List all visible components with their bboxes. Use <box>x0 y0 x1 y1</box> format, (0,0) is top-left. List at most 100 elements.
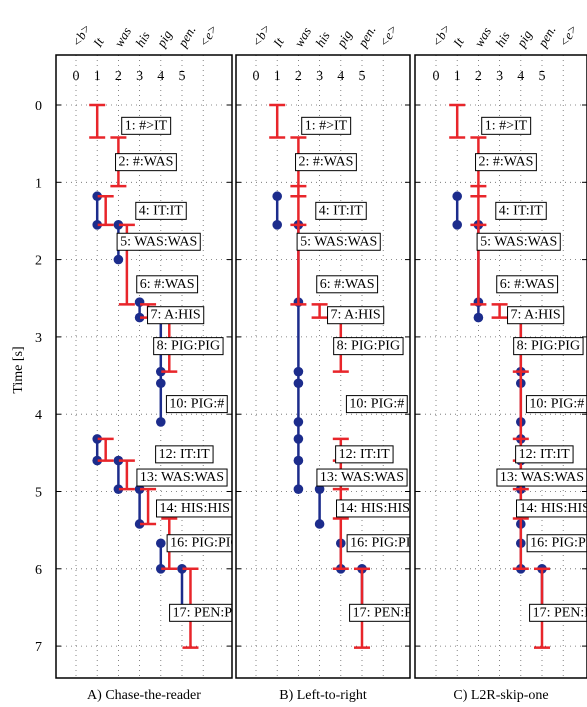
token-label: pen. <box>354 23 379 50</box>
event-label-box <box>529 603 587 622</box>
event-label-box <box>155 445 214 464</box>
event-label-box <box>316 468 408 487</box>
event-label-box <box>136 468 228 487</box>
token-label: It <box>269 35 287 51</box>
event-label-box <box>495 201 547 220</box>
panel-2: 1: #>IT 2: #:WAS 4: IT:IT 5: WAS:WAS 6: #:WA… <box>235 21 411 703</box>
event-label: 12: IT:IT <box>159 447 210 462</box>
token-label: It <box>89 35 107 51</box>
event-label: 5: WAS:WAS <box>480 234 557 249</box>
event-label-box <box>165 395 228 414</box>
panel-title: B) Left-to-right <box>279 688 367 703</box>
y-axis-label: Time [s] <box>11 346 26 393</box>
event-label: 14: HIS:HIS <box>340 501 410 516</box>
event-label: 7: A:HIS <box>151 308 201 323</box>
event-label: 6: #:WAS <box>500 277 555 292</box>
event-label-box <box>336 499 410 518</box>
token-label: pen. <box>534 23 559 50</box>
x-tick-label: 5 <box>539 69 546 84</box>
reader-point <box>92 191 102 202</box>
event-label-box <box>115 153 177 172</box>
event-label-box <box>507 306 565 325</box>
event-label-box <box>346 534 410 553</box>
y-tick-label: 3 <box>35 331 42 346</box>
x-tick-label: 0 <box>253 69 260 84</box>
token-label: his <box>132 29 153 50</box>
panel-frame <box>414 54 587 679</box>
x-tick-label: 2 <box>295 69 302 84</box>
event-label: 10: PIG:# <box>169 397 224 412</box>
token-label: was <box>111 24 134 49</box>
reader-point <box>272 220 283 230</box>
event-label-box <box>513 337 584 356</box>
event-label-box <box>121 116 172 135</box>
event-label-box <box>515 445 574 464</box>
panel-frame <box>235 54 411 679</box>
event-label: 1: #>IT <box>305 118 348 133</box>
token-label: pig <box>153 27 175 50</box>
event-label-box <box>333 337 404 356</box>
reader-point <box>473 312 484 323</box>
x-tick-label: 3 <box>136 69 143 84</box>
reader-point <box>156 417 166 427</box>
token-label: <b> <box>69 21 94 49</box>
panel-1: 1: #>IT 2: #:WAS 4: IT:IT 5: WAS:WAS 6: #:WA… <box>55 21 233 703</box>
x-tick-label: 4 <box>157 69 164 84</box>
x-tick-label: 2 <box>475 69 482 84</box>
reader-point <box>314 484 325 494</box>
x-tick-label: 1 <box>454 69 461 84</box>
event-label: 2: #:WAS <box>119 155 174 170</box>
token-label: his <box>312 29 333 50</box>
event-label-box <box>335 445 394 464</box>
event-label: 1: #>IT <box>125 118 168 133</box>
event-label: 4: IT:IT <box>499 203 543 218</box>
panel-title: A) Chase-the-reader <box>87 688 201 703</box>
event-label-box <box>475 153 537 172</box>
reader-point <box>156 538 166 549</box>
event-label: 16: PIG:PIG <box>530 536 587 551</box>
x-tick-label: 1 <box>94 69 101 84</box>
event-label: 13: WAS:WAS <box>140 470 224 485</box>
y-tick-label: 0 <box>35 99 42 114</box>
event-label: 5: WAS:WAS <box>300 234 377 249</box>
y-axis-label-layer: Time [s] 0 1 2 3 4 5 6 7 <box>11 99 42 655</box>
event-label-box <box>496 468 587 487</box>
reader-point <box>452 220 463 230</box>
reader-point <box>272 191 283 202</box>
reader-point <box>113 254 124 265</box>
y-tick-label: 2 <box>35 254 42 269</box>
reader-point <box>293 378 304 389</box>
panel-content: 1: #>IT 2: #:WAS 4: IT:IT 5: WAS:WAS 6: #:WA… <box>56 55 232 678</box>
reader-point <box>314 519 325 529</box>
reader-point <box>92 455 102 466</box>
token-label: his <box>492 29 513 50</box>
event-label: 7: A:HIS <box>331 308 381 323</box>
token-label: <b> <box>249 21 274 49</box>
reader-point <box>293 434 304 444</box>
y-tick-label: 4 <box>35 408 42 423</box>
reader-point <box>92 220 102 230</box>
event-label-box <box>295 153 357 172</box>
event-label-box <box>153 337 224 356</box>
token-label: <e> <box>556 22 581 50</box>
event-label: 4: IT:IT <box>139 203 183 218</box>
token-label: was <box>471 24 494 49</box>
y-tick-label: 7 <box>35 640 42 655</box>
panel-content: 1: #>IT 2: #:WAS 4: IT:IT 5: WAS:WAS 6: #:WA… <box>236 55 410 678</box>
panels-layer: 1: #>IT 2: #:WAS 4: IT:IT 5: WAS:WAS 6: #:WA… <box>55 21 587 703</box>
event-label-box <box>481 116 532 135</box>
event-label-box <box>136 275 199 294</box>
event-label-box <box>147 306 205 325</box>
token-label: pen. <box>174 23 199 50</box>
panel-title: C) L2R-skip-one <box>453 688 548 703</box>
x-tick-label: 0 <box>433 69 440 84</box>
event-label: 8: PIG:PIG <box>157 339 220 354</box>
reader-point <box>452 191 463 202</box>
reader-point <box>113 220 124 230</box>
reader-point <box>156 564 166 574</box>
event-label-box <box>301 116 352 135</box>
reader-point <box>134 519 145 529</box>
event-label-box <box>135 201 187 220</box>
event-label: 6: #:WAS <box>320 277 375 292</box>
